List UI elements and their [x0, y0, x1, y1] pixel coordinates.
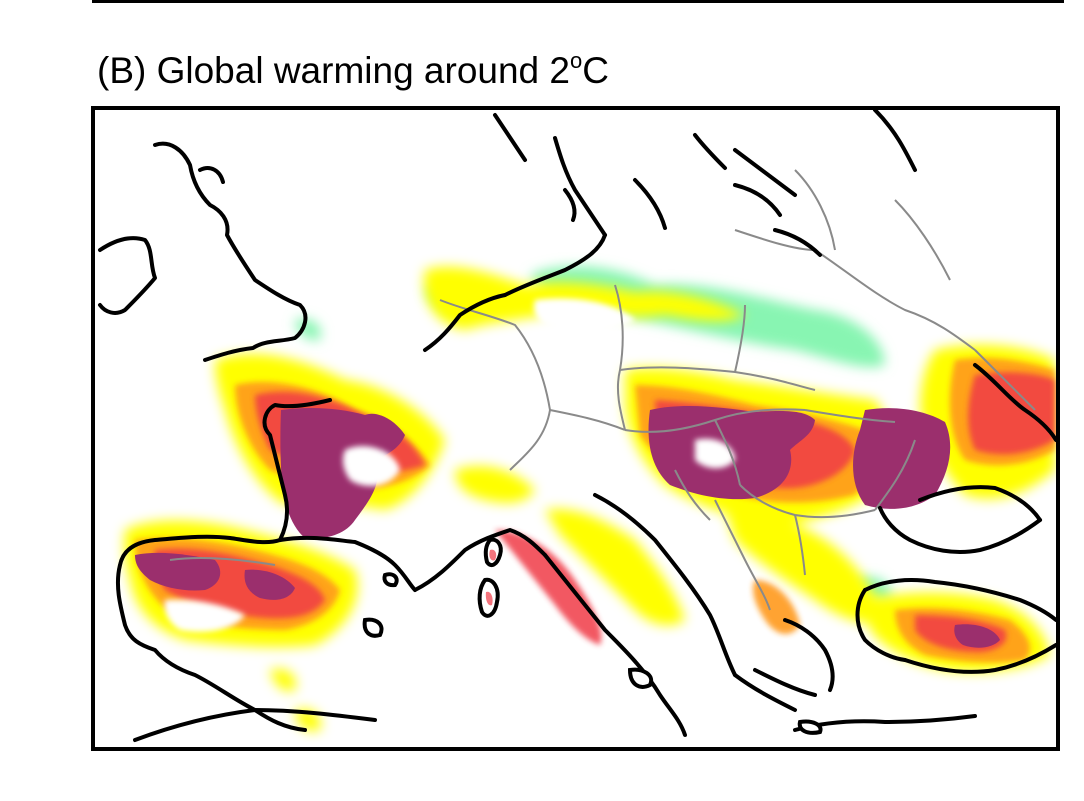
island-red-fill — [485, 549, 497, 606]
title-text: (B) Global warming around 2 — [97, 50, 570, 91]
coastlines — [98, 110, 1056, 742]
europe-map — [98, 110, 1056, 742]
figure-title: (B) Global warming around 2oC — [97, 50, 609, 91]
white-blotch-layer — [164, 298, 735, 632]
top-rule — [92, 0, 1064, 3]
country-borders — [169, 169, 1036, 611]
title-unit: C — [582, 50, 609, 91]
map-frame — [91, 106, 1060, 751]
title-degree: o — [570, 48, 583, 73]
